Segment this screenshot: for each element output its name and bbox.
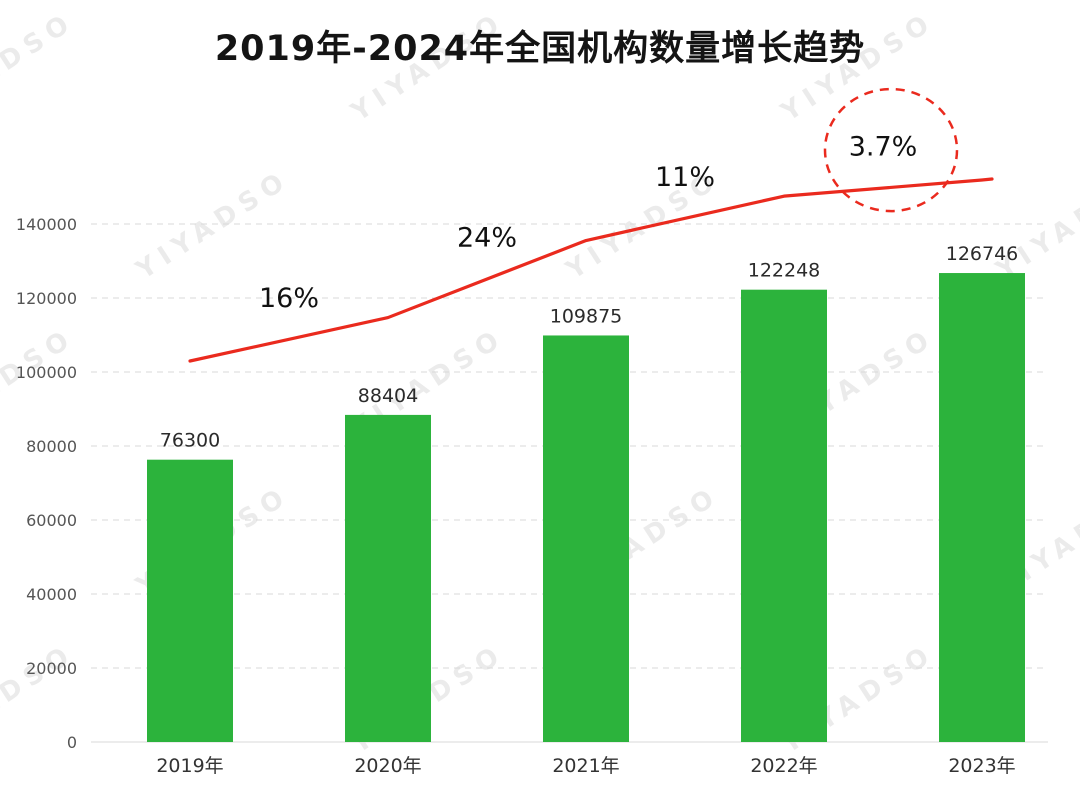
bar-value-label: 122248 <box>748 260 821 282</box>
trend-line <box>188 177 994 363</box>
bar <box>543 335 629 742</box>
y-axis-tick-label: 100000 <box>16 363 77 382</box>
y-axis-tick-label: 120000 <box>16 289 77 308</box>
y-axis-tick-label: 80000 <box>26 437 77 456</box>
y-axis-tick-label: 0 <box>67 733 77 752</box>
y-axis-tick-label: 40000 <box>26 585 77 604</box>
growth-annotation: 16% <box>259 283 319 314</box>
bar-value-label: 109875 <box>550 305 623 327</box>
x-axis-tick-label: 2020年 <box>354 755 421 777</box>
bar-value-label: 76300 <box>160 430 220 452</box>
growth-annotation: 24% <box>457 223 517 254</box>
bar-value-label: 126746 <box>946 243 1019 265</box>
bar-value-label: 88404 <box>358 385 418 407</box>
x-axis-tick-label: 2019年 <box>156 755 223 777</box>
chart-title: 2019年-2024年全国机构数量增长趋势 <box>214 29 866 69</box>
y-axis-tick-label: 140000 <box>16 215 77 234</box>
bar <box>939 273 1025 742</box>
y-axis-tick-label: 60000 <box>26 511 77 530</box>
bar <box>147 459 233 742</box>
annotation-circle <box>823 87 959 213</box>
x-axis-tick-label: 2023年 <box>948 755 1015 777</box>
x-axis-tick-label: 2022年 <box>750 755 817 777</box>
bar <box>345 414 431 742</box>
x-axis-tick-label: 2021年 <box>552 755 619 777</box>
growth-annotation: 3.7% <box>849 132 918 163</box>
bar <box>741 289 827 742</box>
growth-annotation: 11% <box>655 162 715 193</box>
y-axis-tick-label: 20000 <box>26 659 77 678</box>
